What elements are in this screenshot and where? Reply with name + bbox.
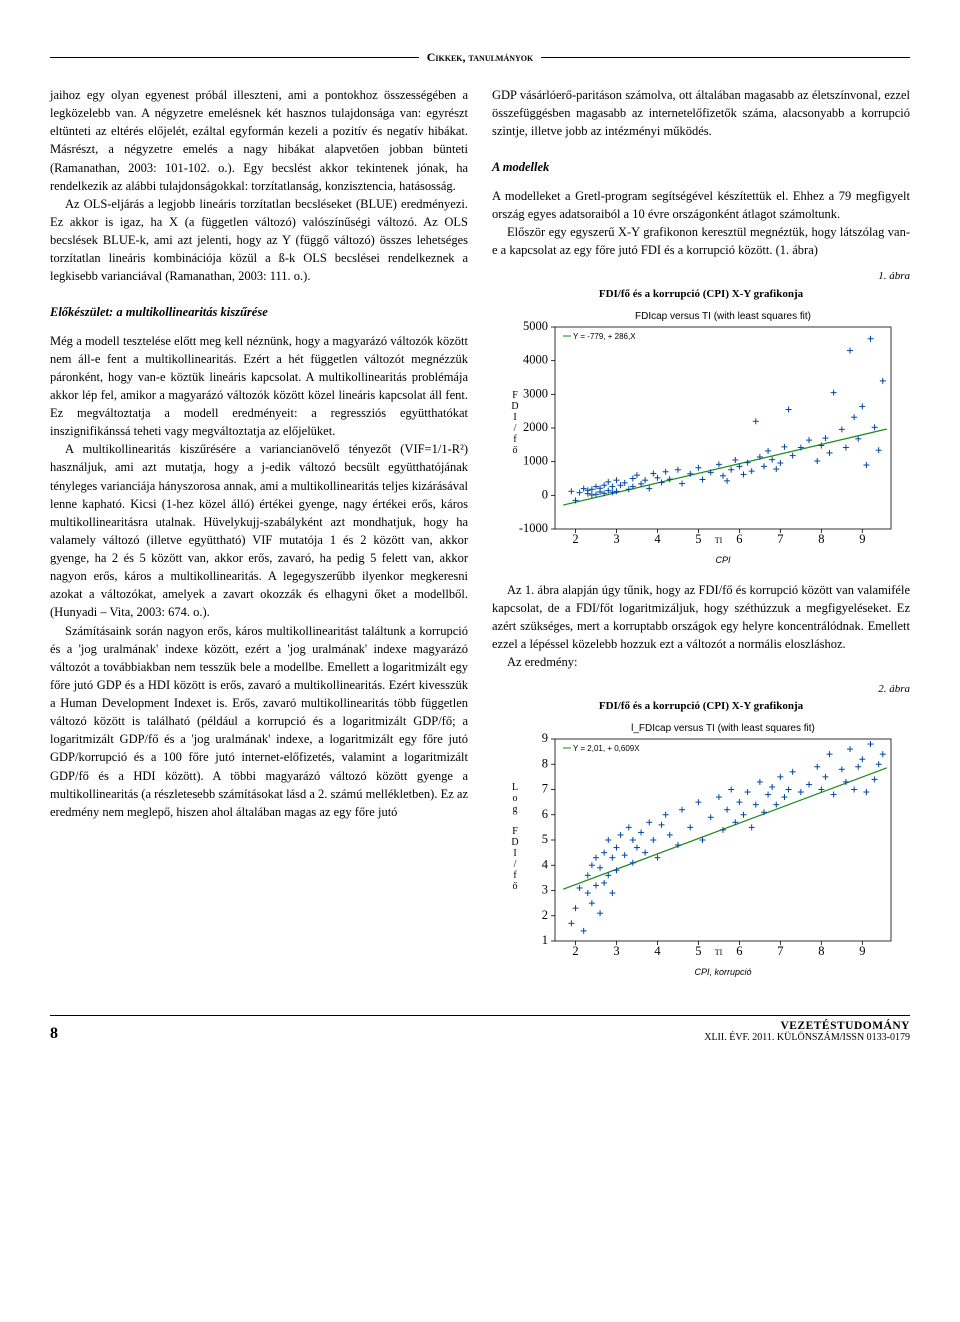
paragraph: GDP vásárlóerő-paritáson számolva, ott á… bbox=[492, 86, 910, 140]
paragraph: Először egy egyszerű X-Y grafikonon kere… bbox=[492, 223, 910, 259]
svg-text:ő: ő bbox=[513, 881, 518, 892]
svg-text:5: 5 bbox=[695, 532, 701, 546]
paragraph: jaihoz egy olyan egyenest próbál illeszt… bbox=[50, 86, 468, 195]
svg-text:g: g bbox=[513, 804, 518, 815]
svg-text:TI: TI bbox=[715, 536, 723, 545]
subsection-heading: A modellek bbox=[492, 158, 910, 176]
svg-text:6: 6 bbox=[542, 807, 548, 821]
scatter-chart: 2 3 4 5 6 7 8 9 1 2 3 4 5 6 7 8 9 l_FDIcap versus TI (wit… bbox=[501, 719, 901, 979]
svg-text:5: 5 bbox=[695, 944, 701, 958]
svg-text:I: I bbox=[513, 848, 516, 859]
chart-2: 2 3 4 5 6 7 8 9 1 2 3 4 5 6 7 8 9 l_FDIcap versus TI (wit… bbox=[492, 719, 910, 979]
paragraph: Még a modell tesztelése előtt meg kell n… bbox=[50, 332, 468, 441]
svg-text:f: f bbox=[513, 434, 517, 445]
svg-text:1000: 1000 bbox=[523, 454, 548, 468]
footer-meta: VEZETÉSTUDOMÁNY XLII. ÉVF. 2011. KÜLÖNSZ… bbox=[704, 1020, 910, 1043]
svg-text:1: 1 bbox=[542, 933, 548, 947]
svg-text:ő: ő bbox=[513, 445, 518, 456]
right-column: GDP vásárlóerő-paritáson számolva, ott á… bbox=[492, 86, 910, 993]
svg-text:0: 0 bbox=[542, 487, 548, 501]
svg-text:4000: 4000 bbox=[523, 353, 548, 367]
page-number: 8 bbox=[50, 1025, 58, 1043]
svg-text:F: F bbox=[512, 826, 518, 837]
paragraph: Az OLS-eljárás a legjobb lineáris torzít… bbox=[50, 195, 468, 286]
svg-text:L: L bbox=[512, 782, 518, 793]
svg-text:Y = 2,01, + 0,609X: Y = 2,01, + 0,609X bbox=[573, 744, 640, 753]
two-column-layout: jaihoz egy olyan egyenest próbál illeszt… bbox=[50, 86, 910, 993]
svg-text:6: 6 bbox=[736, 532, 742, 546]
section-header: Cikkek, tanulmányok bbox=[50, 40, 910, 58]
svg-text:4: 4 bbox=[542, 858, 549, 872]
svg-text:3: 3 bbox=[613, 532, 619, 546]
paragraph: Számításaink során nagyon erős, káros mu… bbox=[50, 622, 468, 821]
svg-text:FDIcap versus TI (with least s: FDIcap versus TI (with least squares fit… bbox=[635, 311, 811, 322]
svg-text:4: 4 bbox=[654, 532, 661, 546]
figure-title: FDI/fő és a korrupció (CPI) X-Y grafikon… bbox=[492, 287, 910, 303]
svg-text:7: 7 bbox=[777, 532, 783, 546]
svg-text:4: 4 bbox=[654, 944, 661, 958]
svg-text:o: o bbox=[513, 793, 518, 804]
svg-text:7: 7 bbox=[777, 944, 783, 958]
svg-text:l_FDIcap versus TI (with least: l_FDIcap versus TI (with least squares f… bbox=[631, 723, 815, 734]
svg-text:5: 5 bbox=[542, 832, 548, 846]
svg-text:2: 2 bbox=[572, 532, 578, 546]
figure-number: 2. ábra bbox=[492, 682, 910, 698]
chart-1: 2 3 4 5 6 7 8 9 -1000 0 1000 2000 3000 4000 5000 FDIcap… bbox=[492, 307, 910, 567]
issue-info: XLII. ÉVF. 2011. KÜLÖNSZÁM/ISSN 0133-017… bbox=[704, 1032, 910, 1043]
svg-text:9: 9 bbox=[542, 731, 548, 745]
paragraph: A multikollinearitás kiszűrésére a varia… bbox=[50, 440, 468, 621]
svg-text:D: D bbox=[511, 837, 518, 848]
svg-text:CPI: CPI bbox=[715, 555, 731, 565]
scatter-chart: 2 3 4 5 6 7 8 9 -1000 0 1000 2000 3000 4000 5000 FDIcap… bbox=[501, 307, 901, 567]
svg-text:TI: TI bbox=[715, 948, 723, 957]
svg-text:-1000: -1000 bbox=[519, 521, 548, 535]
svg-text:f: f bbox=[513, 870, 517, 881]
svg-text:3: 3 bbox=[542, 883, 548, 897]
paragraph: Az eredmény: bbox=[492, 653, 910, 671]
page-footer: 8 VEZETÉSTUDOMÁNY XLII. ÉVF. 2011. KÜLÖN… bbox=[50, 1015, 910, 1043]
svg-text:D: D bbox=[511, 401, 518, 412]
svg-text:6: 6 bbox=[736, 944, 742, 958]
svg-text:9: 9 bbox=[859, 532, 865, 546]
subsection-heading: Előkészület: a multikollinearitás kiszűr… bbox=[50, 303, 468, 321]
section-header-title: Cikkek, tanulmányok bbox=[419, 50, 542, 65]
svg-text:/: / bbox=[514, 859, 517, 870]
svg-text:5000: 5000 bbox=[523, 319, 548, 333]
svg-text:I: I bbox=[513, 412, 516, 423]
svg-text:7: 7 bbox=[542, 782, 548, 796]
svg-text:F: F bbox=[512, 390, 518, 401]
svg-text:3: 3 bbox=[613, 944, 619, 958]
svg-text:2000: 2000 bbox=[523, 420, 548, 434]
svg-text:9: 9 bbox=[859, 944, 865, 958]
svg-text:CPI, korrupció: CPI, korrupció bbox=[694, 967, 751, 977]
figure-title: FDI/fő és a korrupció (CPI) X-Y grafikon… bbox=[492, 699, 910, 715]
figure-number: 1. ábra bbox=[492, 269, 910, 285]
svg-text:8: 8 bbox=[542, 757, 548, 771]
journal-name: VEZETÉSTUDOMÁNY bbox=[704, 1020, 910, 1032]
svg-text:2: 2 bbox=[572, 944, 578, 958]
left-column: jaihoz egy olyan egyenest próbál illeszt… bbox=[50, 86, 468, 993]
paragraph: A modelleket a Gretl-program segítségéve… bbox=[492, 187, 910, 223]
svg-text:2: 2 bbox=[542, 908, 548, 922]
svg-text:8: 8 bbox=[818, 532, 824, 546]
paragraph: Az 1. ábra alapján úgy tűnik, hogy az FD… bbox=[492, 581, 910, 654]
svg-text:Y = -779, + 286,X: Y = -779, + 286,X bbox=[573, 332, 636, 341]
svg-text:/: / bbox=[514, 423, 517, 434]
svg-text:8: 8 bbox=[818, 944, 824, 958]
svg-text:3000: 3000 bbox=[523, 386, 548, 400]
